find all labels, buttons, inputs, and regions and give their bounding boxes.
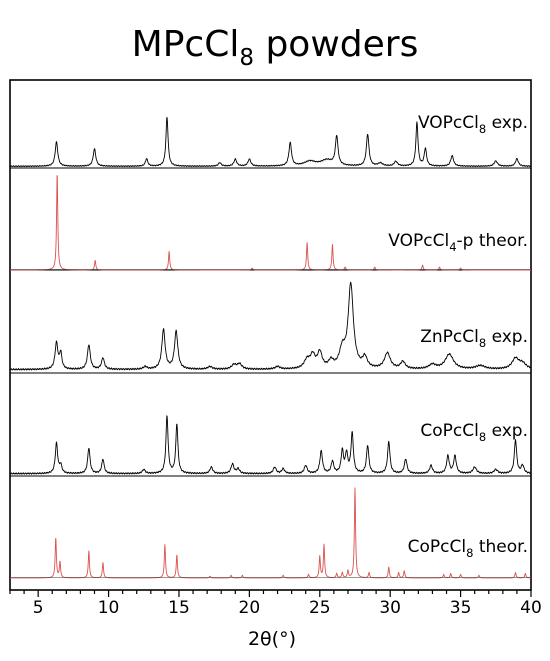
series-trace [9,487,532,579]
chart-title-subscript: 8 [239,45,254,71]
x-tick-label: 20 [239,598,261,618]
series-label-main: ZnPcCl [420,327,479,347]
series-label: VOPcCl4-p theor. [388,231,528,254]
series-label-subscript: 8 [479,336,486,350]
series-label: CoPcCl8 exp. [420,421,528,444]
series-2: VOPcCl4-p theor. [9,175,532,271]
chart-title-suffix: powders [254,24,418,65]
series-label-suffix: exp. [486,327,528,347]
plot-frame [9,79,532,591]
series-label-main: VOPcCl [418,113,479,133]
series-3: ZnPcCl8 exp. [9,281,532,371]
series-label-subscript: 8 [466,546,473,560]
series-label: VOPcCl8 exp. [418,113,528,136]
series-label-subscript: 8 [479,430,486,444]
series-label-main: CoPcCl [408,537,466,557]
series-trace [9,175,532,271]
series-4: CoPcCl8 exp. [9,415,532,475]
series-trace [9,281,532,371]
series-label-suffix: -p theor. [457,231,528,251]
plot-area: VOPcCl8 exp.VOPcCl4-p theor.ZnPcCl8 exp.… [9,79,532,591]
series-label-main: VOPcCl [388,231,449,251]
x-tick-label: 35 [450,598,472,618]
series-trace [9,116,532,168]
series-label-suffix: exp. [486,421,528,441]
series-1: VOPcCl8 exp. [9,113,532,168]
series-label-subscript: 8 [479,122,486,136]
chart-title: MPcCl8 powders [132,24,419,71]
x-tick-label: 40 [520,598,542,618]
series-label: ZnPcCl8 exp. [420,327,528,350]
x-tick-label: 25 [309,598,331,618]
x-axis: 5 10 15 20 25 30 35 40 [9,590,542,618]
x-axis-title: 2θ(°) [248,628,296,650]
series-label-suffix: exp. [486,113,528,133]
series-label: CoPcCl8 theor. [408,537,528,560]
chart-title-main: MPcCl [132,24,240,65]
series-trace [9,415,532,475]
x-tick-label: 5 [33,598,44,618]
series-label-main: CoPcCl [420,421,478,441]
series-5: CoPcCl8 theor. [9,487,532,579]
x-tick-label: 15 [168,598,190,618]
series-label-suffix: theor. [473,537,528,557]
x-tick-label: 30 [379,598,401,618]
series-label-subscript: 4 [449,240,456,254]
x-tick-label: 10 [98,598,120,618]
